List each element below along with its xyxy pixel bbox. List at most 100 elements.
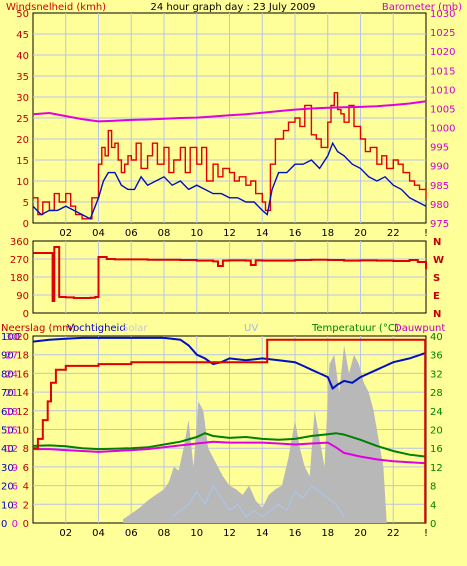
temp-tick-40: 40	[430, 332, 443, 343]
tmp-tick-24: 24	[5, 369, 18, 380]
baro-tick-975: 975	[430, 219, 449, 230]
baro-tick-980: 980	[430, 200, 449, 211]
rain-tick-14: 14	[16, 388, 29, 399]
baro-tick-1015: 1015	[430, 66, 455, 77]
wind-tick-30: 30	[16, 93, 29, 104]
x-tick-12: 12	[223, 228, 236, 239]
baro-tick-985: 985	[430, 181, 449, 192]
wind-tick-45: 45	[16, 30, 29, 41]
dir-tick-90: 90	[16, 291, 29, 302]
series-barometer	[32, 100, 427, 123]
solar-axis-label: Solar	[122, 323, 148, 334]
hum-tick-30: 30	[1, 463, 14, 474]
x3-tick-12: 12	[223, 528, 236, 539]
series-neerslag	[33, 338, 427, 523]
hum-tick-50: 50	[1, 426, 14, 437]
compass-tick-0: N	[433, 309, 441, 320]
series-windrichting	[33, 246, 427, 302]
temp-tick-28: 28	[430, 388, 443, 399]
series-dauwpunt	[33, 440, 427, 465]
x3-tick-10: 10	[190, 528, 203, 539]
wind-tick-35: 35	[16, 72, 29, 83]
x3-tick-22: 22	[387, 528, 400, 539]
hum-tick-100: 100	[1, 332, 20, 343]
baro-tick-1025: 1025	[430, 28, 455, 39]
dir-tick-180: 180	[10, 273, 29, 284]
x3-tick-06: 06	[125, 528, 138, 539]
tmp-tick-18: 18	[5, 407, 18, 418]
dewpoint-axis-label: Dauwpunt	[394, 323, 445, 334]
page-title: 24 hour graph day : 23 July 2009	[150, 2, 315, 13]
temp-tick-16: 16	[430, 444, 443, 455]
compass-tick-1: E	[433, 291, 440, 302]
temp-tick-4: 4	[430, 500, 436, 511]
wind-panel-grid	[33, 13, 426, 223]
series-solar	[123, 345, 387, 523]
rain-tick-2: 2	[23, 500, 29, 511]
hum-tick-0: 0	[1, 519, 7, 530]
temp-tick-24: 24	[430, 407, 443, 418]
baro-tick-1030: 1030	[430, 9, 455, 20]
rain-tick-4: 4	[23, 482, 29, 493]
rain-axis-label: Neerslag (mm)	[1, 323, 76, 334]
baro-tick-1020: 1020	[430, 47, 455, 58]
temp-tick-12: 12	[430, 463, 443, 474]
rain-tick-18: 18	[16, 351, 29, 362]
baro-tick-1000: 1000	[430, 124, 455, 135]
tmp-tick-0: 0	[12, 519, 18, 530]
x3-tick-08: 08	[158, 528, 171, 539]
compass-tick-3: W	[433, 255, 444, 266]
series-temperatuur	[32, 432, 427, 458]
x-tick-18: 18	[321, 228, 334, 239]
x3-tick-14: 14	[256, 528, 269, 539]
climate-x-axis: 02 04 06 08 10 12 14 16 18 20 22!	[59, 528, 428, 539]
x-tick-20: 20	[354, 228, 367, 239]
x-tick-!: !	[424, 228, 428, 239]
humidity-axis-label: Vochtigheid	[67, 323, 126, 334]
rain-tick-0: 0	[23, 519, 29, 530]
x-tick-02: 02	[59, 228, 72, 239]
barometer-axis-label: Barometer (mb)	[382, 2, 462, 13]
tmp-tick-15: 15	[5, 426, 18, 437]
climate-panel-series	[32, 336, 427, 523]
series-uv	[171, 484, 345, 518]
x-tick-22: 22	[387, 228, 400, 239]
wind-tick-40: 40	[16, 51, 29, 62]
temp-tick-32: 32	[430, 369, 443, 380]
x3-tick-!: !	[424, 528, 428, 539]
wind-panel-series	[32, 92, 427, 220]
wind-tick-50: 50	[16, 9, 29, 20]
tmp-tick-9: 9	[12, 463, 18, 474]
rain-tick-8: 8	[23, 444, 29, 455]
series-vochtigheid	[32, 336, 427, 390]
uv-axis-label: UV	[244, 323, 258, 334]
x3-tick-18: 18	[321, 528, 334, 539]
x3-tick-20: 20	[354, 528, 367, 539]
x-tick-10: 10	[190, 228, 203, 239]
wind-tick-10: 10	[16, 177, 29, 188]
compass-tick-4: N	[433, 237, 441, 248]
series-gemiddeld	[32, 141, 427, 220]
wind-tick-0: 0	[23, 219, 29, 230]
dir-tick-0: 0	[23, 309, 29, 320]
x-tick-04: 04	[92, 228, 105, 239]
baro-tick-1005: 1005	[430, 104, 455, 115]
temp-tick-8: 8	[430, 482, 436, 493]
wind-tick-5: 5	[23, 198, 29, 209]
barometer-y-axis-right: 975 980 985 990 995 1000 1005 1010 1015 1020 1025 1…	[430, 9, 455, 230]
wind-axis-label: Windsnelheid (kmh)	[6, 2, 106, 13]
direction-panel-series	[33, 246, 427, 302]
x-tick-14: 14	[256, 228, 269, 239]
x-tick-06: 06	[125, 228, 138, 239]
wind-y-axis-left: 0 5 10 15 20 25 30 35 40 45 50	[16, 9, 29, 230]
tmp-tick-27: 27	[5, 351, 18, 362]
x3-tick-04: 04	[92, 528, 105, 539]
baro-tick-995: 995	[430, 143, 449, 154]
x3-tick-02: 02	[59, 528, 72, 539]
temp-tick-36: 36	[430, 351, 443, 362]
x3-tick-16: 16	[289, 528, 302, 539]
rain-tick-12: 12	[16, 407, 29, 418]
hum-tick-70: 70	[1, 388, 14, 399]
